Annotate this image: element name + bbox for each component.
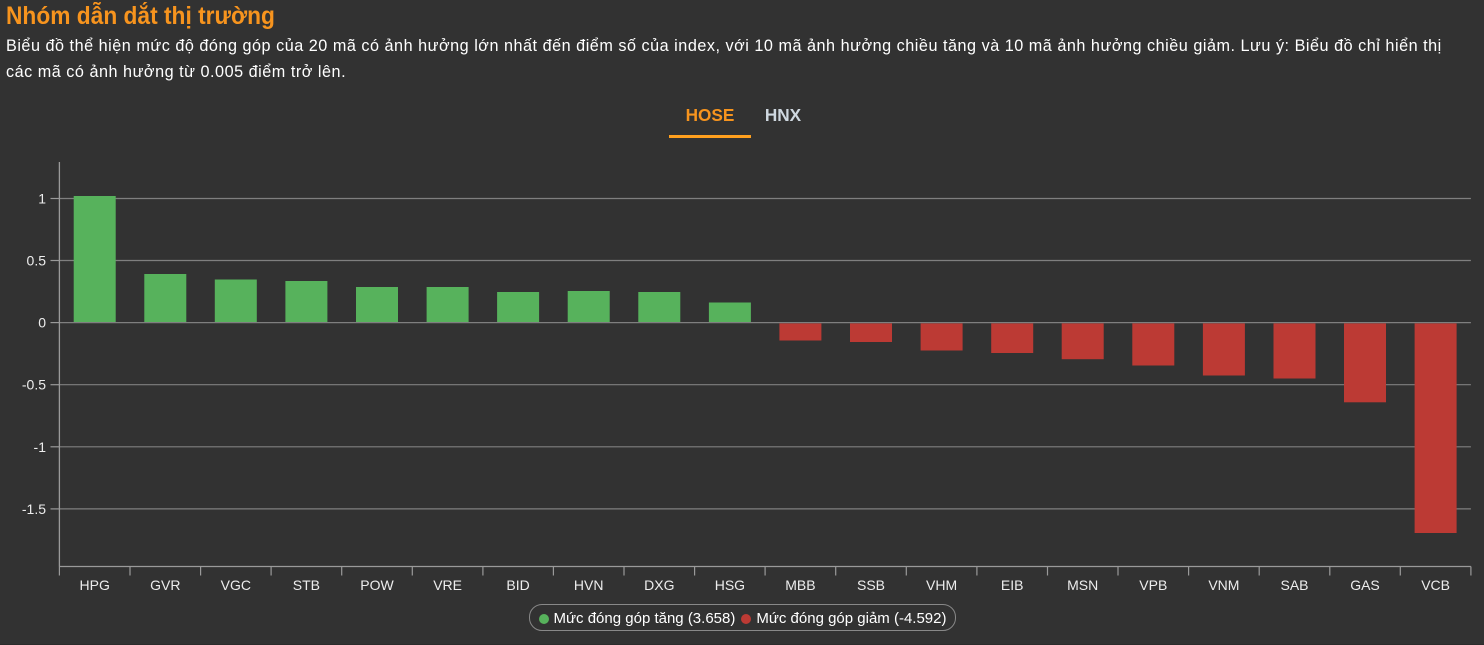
svg-text:HPG: HPG xyxy=(80,577,110,593)
svg-text:GVR: GVR xyxy=(150,577,180,593)
svg-text:-1: -1 xyxy=(34,439,47,455)
svg-text:0: 0 xyxy=(38,315,46,331)
svg-text:BID: BID xyxy=(506,577,529,593)
svg-text:GAS: GAS xyxy=(1350,577,1380,593)
svg-text:0.5: 0.5 xyxy=(27,253,47,269)
svg-text:DXG: DXG xyxy=(644,577,674,593)
svg-text:VHM: VHM xyxy=(926,577,957,593)
svg-text:STB: STB xyxy=(293,577,320,593)
svg-text:VGC: VGC xyxy=(221,577,251,593)
svg-text:HVN: HVN xyxy=(574,577,604,593)
svg-text:MBB: MBB xyxy=(785,577,815,593)
svg-text:EIB: EIB xyxy=(1001,577,1024,593)
svg-text:VCB: VCB xyxy=(1421,577,1450,593)
svg-text:VNM: VNM xyxy=(1208,577,1239,593)
svg-text:1: 1 xyxy=(38,191,46,207)
svg-text:-0.5: -0.5 xyxy=(22,377,46,393)
svg-text:HSG: HSG xyxy=(715,577,745,593)
svg-text:POW: POW xyxy=(360,577,394,593)
svg-text:SSB: SSB xyxy=(857,577,885,593)
svg-text:MSN: MSN xyxy=(1067,577,1098,593)
svg-text:VPB: VPB xyxy=(1139,577,1167,593)
svg-text:-1.5: -1.5 xyxy=(22,501,46,517)
svg-text:VRE: VRE xyxy=(433,577,462,593)
svg-text:SAB: SAB xyxy=(1280,577,1308,593)
